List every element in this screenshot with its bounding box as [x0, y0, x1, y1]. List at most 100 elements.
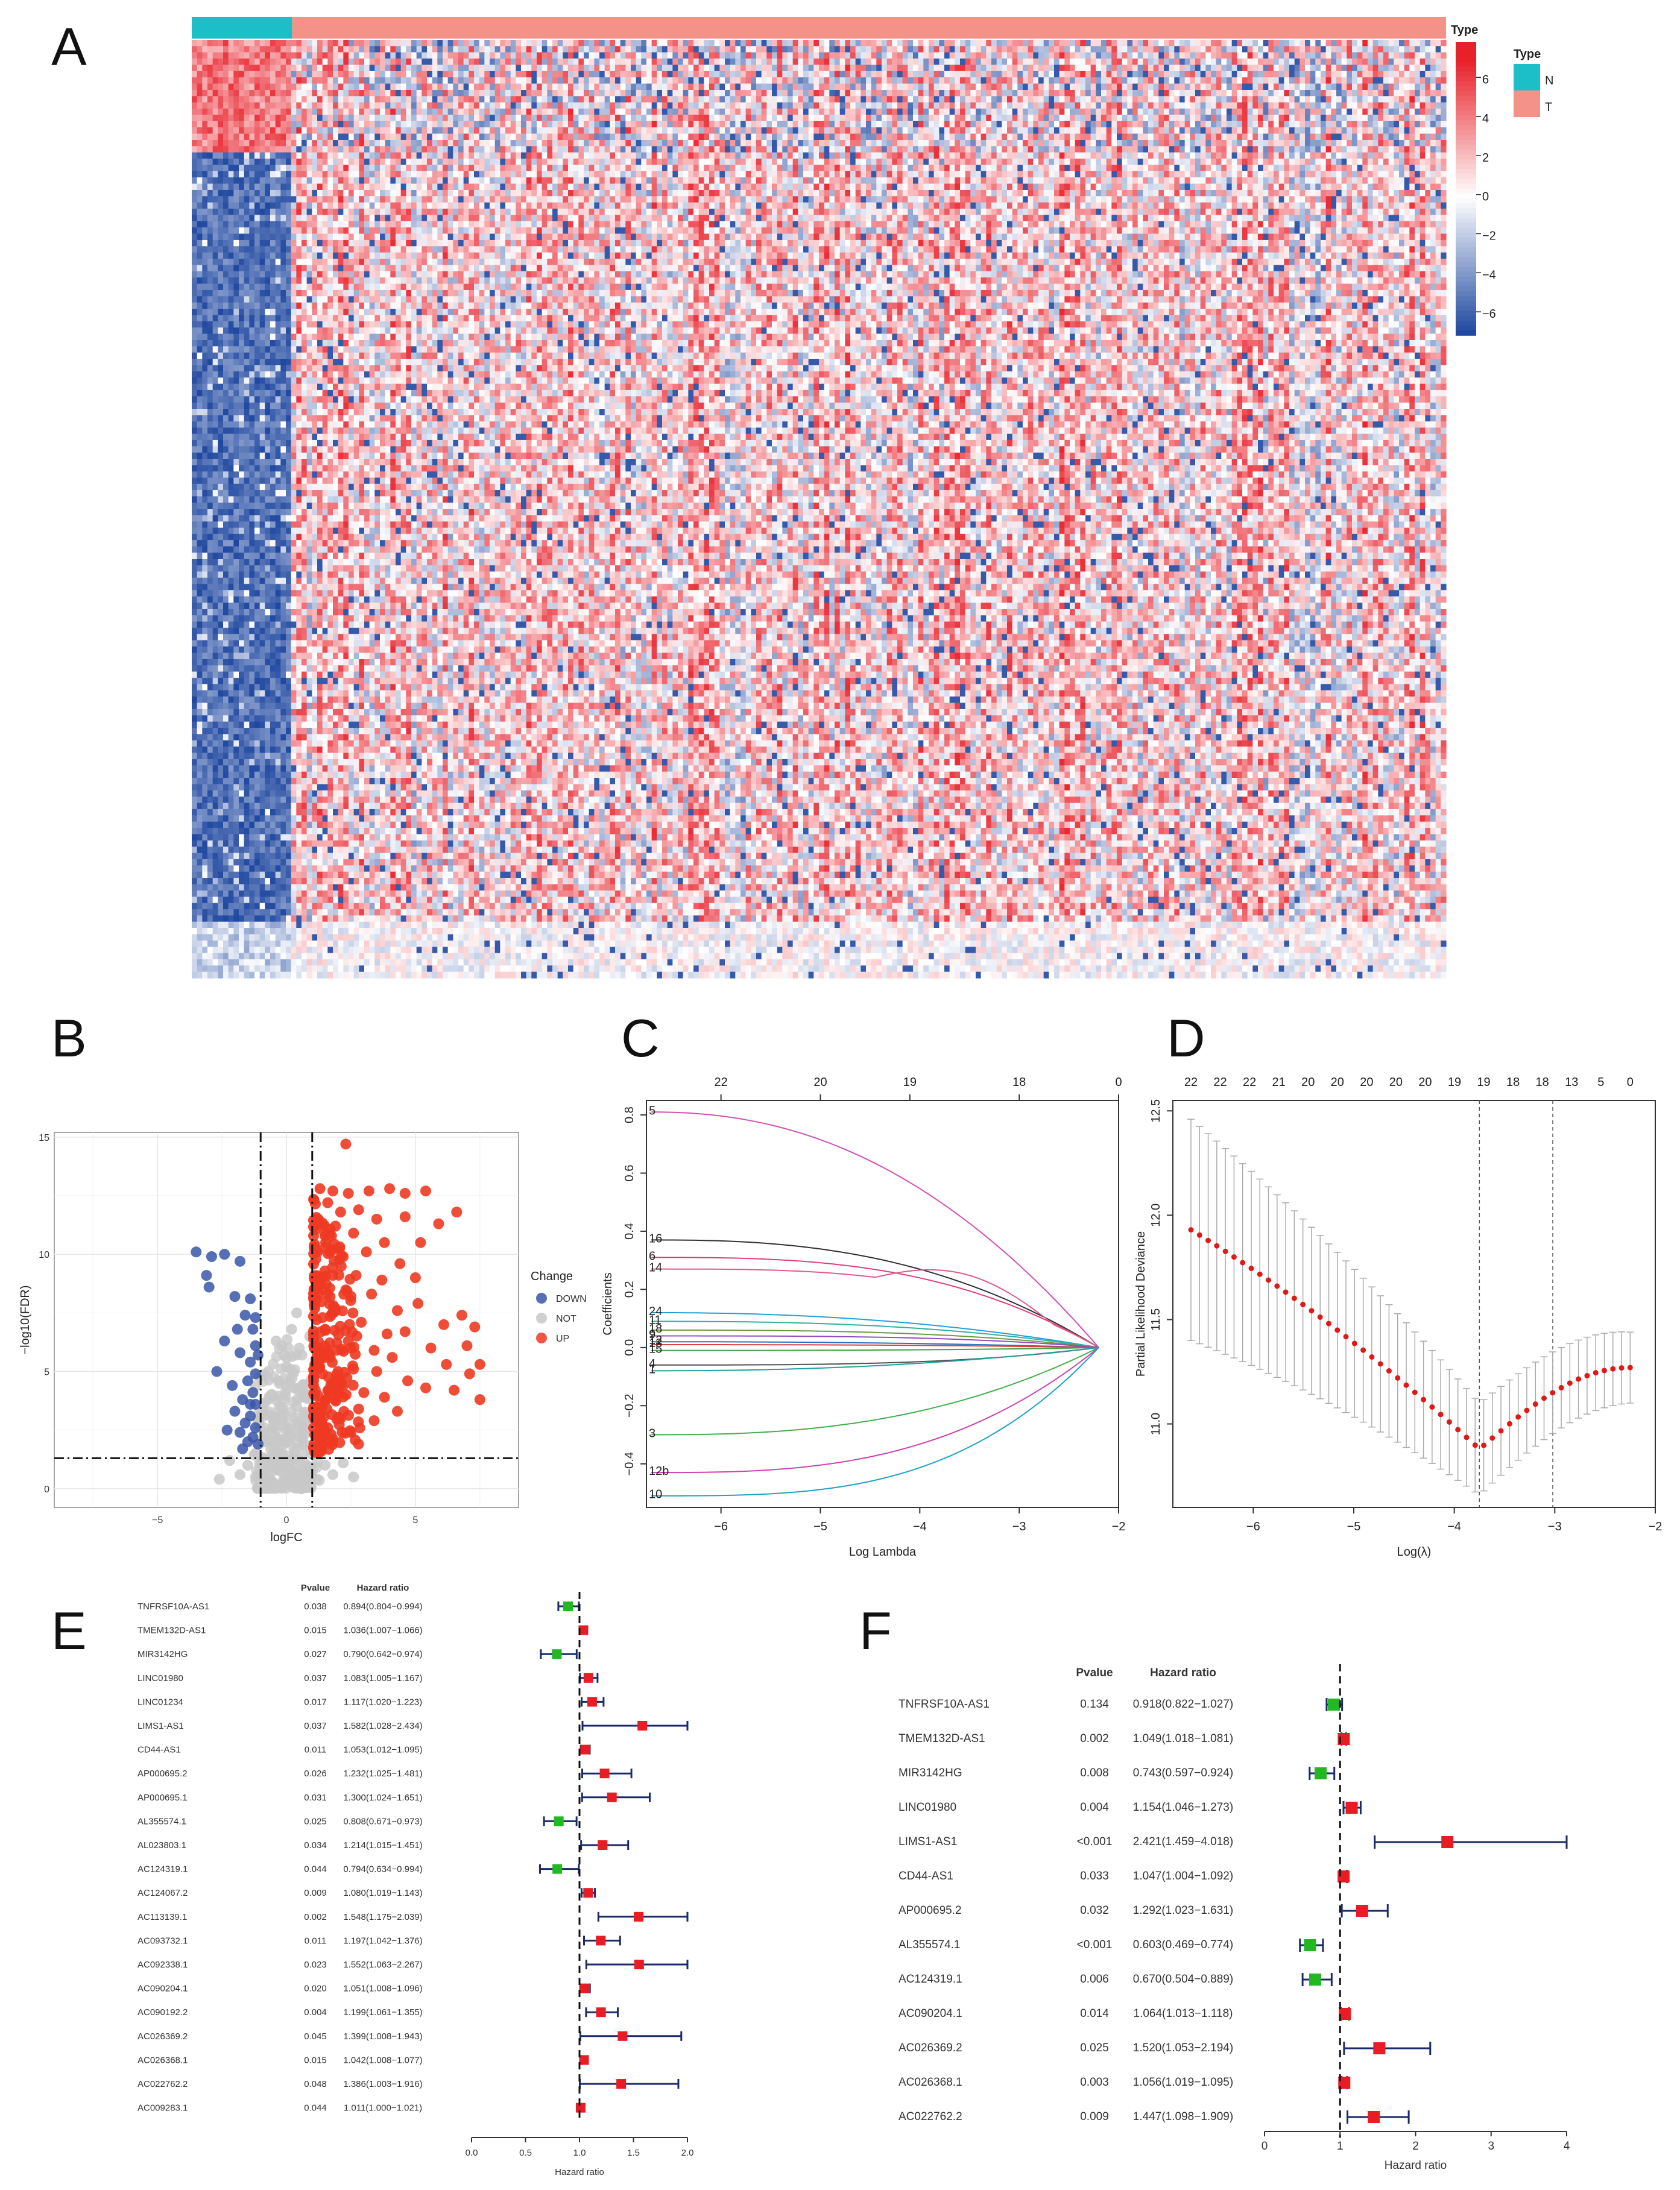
- heatmap-cell: [202, 52, 207, 59]
- heatmap-cell: [296, 65, 302, 71]
- heatmap-cell: [505, 58, 511, 65]
- heatmap-cell: [385, 65, 391, 71]
- heatmap-cell: [662, 40, 668, 46]
- heatmap-cell: [578, 40, 584, 46]
- heatmap-cell: [1049, 46, 1054, 52]
- heatmap-cell: [380, 52, 385, 59]
- heatmap-cell: [432, 65, 438, 71]
- heatmap-cell: [385, 52, 391, 59]
- heatmap-cell: [573, 46, 579, 52]
- heatmap-cell: [621, 46, 626, 52]
- heatmap-cell: [229, 58, 234, 65]
- heatmap-cell: [265, 58, 270, 65]
- heatmap-cell: [516, 46, 521, 52]
- heatmap-cell: [1368, 52, 1373, 59]
- heatmap-cell: [918, 52, 924, 59]
- heatmap-cell: [244, 46, 250, 52]
- heatmap-cell: [986, 52, 991, 59]
- heatmap-cell: [558, 52, 563, 59]
- heatmap-cell: [1148, 58, 1154, 65]
- heatmap-cell: [233, 46, 239, 52]
- heatmap-cell: [464, 40, 469, 46]
- heatmap-cell: [1012, 46, 1018, 52]
- heatmap-cell: [390, 40, 396, 46]
- heatmap-cell: [668, 40, 673, 46]
- heatmap-cell: [505, 52, 511, 59]
- heatmap-cell: [1179, 40, 1185, 46]
- heatmap-cell: [1357, 40, 1363, 46]
- heatmap-cell: [396, 40, 401, 46]
- heatmap-cell: [401, 46, 406, 52]
- heatmap-cell: [317, 40, 323, 46]
- heatmap-cell: [1070, 52, 1075, 59]
- heatmap-cell: [474, 40, 479, 46]
- heatmap-cell: [1331, 46, 1336, 52]
- heatmap-cell: [218, 52, 223, 59]
- heatmap-cell: [766, 52, 772, 59]
- heatmap-cell: [1080, 58, 1085, 65]
- heatmap-cell: [469, 52, 474, 59]
- heatmap-cell: [1075, 46, 1081, 52]
- heatmap-cell: [903, 40, 908, 46]
- heatmap-cell: [1315, 58, 1321, 65]
- heatmap-cell: [625, 52, 631, 59]
- heatmap-cell: [1389, 40, 1394, 46]
- heatmap-cell: [1190, 58, 1195, 65]
- heatmap-cell: [819, 40, 824, 46]
- heatmap-cell: [1143, 46, 1148, 52]
- heatmap-cell: [1023, 40, 1028, 46]
- heatmap-cell: [1012, 52, 1018, 59]
- heatmap-cell: [213, 52, 218, 59]
- heatmap-cell: [265, 52, 270, 59]
- heatmap-cell: [469, 58, 474, 65]
- heatmap-cell: [1389, 58, 1394, 65]
- heatmap-cell: [631, 52, 636, 59]
- heatmap-cell: [1373, 58, 1378, 65]
- heatmap-cell: [631, 58, 636, 65]
- heatmap-cell: [813, 58, 819, 65]
- heatmap-cell: [1023, 58, 1028, 65]
- heatmap-cell: [1195, 52, 1201, 59]
- heatmap-cell: [218, 40, 223, 46]
- heatmap-cell: [1007, 40, 1012, 46]
- heatmap-cell: [719, 52, 725, 59]
- heatmap-cell: [777, 58, 783, 65]
- heatmap-cell: [385, 58, 391, 65]
- heatmap-cell: [374, 46, 380, 52]
- heatmap-cell: [955, 40, 960, 46]
- heatmap-cell: [625, 65, 631, 71]
- heatmap-cell: [291, 52, 297, 59]
- heatmap-cell: [233, 58, 239, 65]
- heatmap-cell: [453, 46, 458, 52]
- heatmap-cell: [1342, 52, 1347, 59]
- heatmap-cell: [1430, 40, 1436, 46]
- heatmap-cell: [850, 46, 856, 52]
- heatmap-cell: [1059, 58, 1065, 65]
- heatmap-cell: [934, 46, 939, 52]
- heatmap-cell: [1295, 52, 1300, 59]
- heatmap-cell: [1362, 40, 1368, 46]
- heatmap-cell: [636, 46, 642, 52]
- heatmap-cell: [526, 40, 532, 46]
- heatmap-cell: [1441, 40, 1446, 46]
- heatmap-cell: [296, 46, 302, 52]
- heatmap-cell: [782, 52, 788, 59]
- heatmap-cell: [1122, 40, 1128, 46]
- heatmap-cell: [511, 65, 516, 71]
- heatmap-cell: [746, 40, 751, 46]
- heatmap-cell: [1336, 52, 1342, 59]
- heatmap-cell: [1080, 52, 1085, 59]
- heatmap-cell: [1378, 58, 1383, 65]
- heatmap-cell: [374, 52, 380, 59]
- heatmap-cell: [1138, 58, 1143, 65]
- heatmap-cell: [719, 58, 725, 65]
- heatmap-cell: [1315, 52, 1321, 59]
- heatmap-cell: [1205, 46, 1211, 52]
- heatmap-cell: [276, 58, 281, 65]
- heatmap-cell: [505, 46, 511, 52]
- heatmap-cell: [192, 40, 197, 46]
- heatmap-cell: [537, 40, 542, 46]
- heatmap-cell: [850, 52, 856, 59]
- panel-letter-e: E: [51, 1601, 87, 1661]
- heatmap-cell: [1091, 40, 1096, 46]
